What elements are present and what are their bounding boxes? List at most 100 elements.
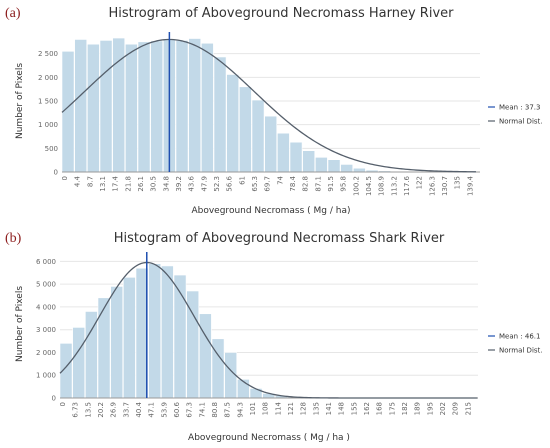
histogram-bar [148,263,162,399]
x-tick-label: 139.4 [466,175,474,196]
histogram-bar [340,164,354,173]
x-tick-label: 30.5 [150,176,158,192]
histogram-bar [277,132,290,173]
y-tick-label: 3 000 [36,326,56,334]
x-tick-label: 56.6 [226,175,234,191]
x-tick-label: 34.8 [162,176,170,192]
x-tick-label: 39.2 [175,176,183,192]
histogram-bar [226,74,240,173]
legend-normal-label: Normal Dist. [499,118,543,126]
y-axis-title: Number of Pixels [15,286,25,362]
histogram-bar [137,41,151,173]
histogram-bar [87,43,100,173]
x-tick-label: 47.1 [148,402,156,418]
x-tick-label: 67.3 [186,402,194,418]
histogram-bar [150,40,164,173]
histogram-bar [353,167,366,173]
histogram-bar [175,40,189,173]
x-tick-label: 117.6 [403,175,411,196]
x-tick-label: 43.6 [188,175,196,191]
x-tick-label: 40.4 [135,401,143,417]
chart-title: Histrogram of Aboveground Necromass Harn… [108,6,454,21]
x-tick-label: 26.1 [137,176,145,192]
x-tick-label: 80.8 [211,402,219,418]
x-tick-label: 126.3 [428,176,436,196]
histogram-bar [199,313,212,399]
x-tick-label: 69.7 [264,176,272,192]
x-axis-title: Aboveground Necromass ( Mg / ha ) [188,433,350,443]
y-tick-label: 500 [45,145,58,153]
legend-mean-label: Mean : 37.3 [499,104,540,112]
y-tick-label: 4 000 [36,303,56,311]
histogram-bar [249,388,263,399]
panel-label: (b) [5,231,22,246]
panel-label: (a) [5,6,21,21]
x-tick-label: 155 [350,402,358,415]
x-tick-label: 52.3 [213,176,221,192]
legend-mean-label: Mean : 46.1 [499,333,540,341]
x-tick-label: 135 [454,176,462,189]
x-tick-label: 189 [414,402,422,415]
x-tick-label: 108.9 [378,176,386,196]
x-tick-label: 21.8 [124,176,132,192]
x-tick-label: 33.7 [122,402,130,418]
y-tick-label: 1 000 [36,372,56,380]
histogram-bar [110,286,124,399]
x-tick-label: 8.7 [86,176,94,187]
x-tick-label: 202 [439,402,447,415]
y-tick-label: 5 000 [36,281,56,289]
normal-distribution-curve [61,38,476,173]
y-tick-label: 1 500 [38,98,58,106]
x-tick-label: 141 [325,402,333,415]
x-tick-label: 130.7 [441,176,449,196]
histogram-bar [74,39,88,173]
chart-title: Histogram of Aboveground Necromass Shark… [114,231,445,246]
histogram-bar [97,297,111,399]
x-tick-label: 87.1 [314,176,322,192]
x-tick-label: 104.5 [365,176,373,196]
x-tick-label: 94.3 [236,402,244,418]
x-tick-label: 78.4 [289,175,297,191]
x-tick-label: 101 [249,402,257,415]
histogram-bar [161,265,174,399]
x-tick-label: 13.5 [84,402,92,418]
x-tick-label: 20.2 [97,402,105,418]
histogram-bar [72,327,86,399]
x-tick-label: 17.4 [112,175,120,191]
x-tick-label: 182 [401,402,409,415]
y-axis-title: Number of Pixels [15,63,25,139]
y-tick-label: 0 [54,169,58,177]
x-tick-label: 82.8 [302,176,310,192]
x-tick-label: 6.73 [72,402,80,418]
x-tick-label: 148 [338,402,346,415]
x-tick-label: 47.9 [200,176,208,192]
histogram-bar [239,86,252,173]
histogram-bar [327,159,341,173]
harney-river-histogram: (a) Histrogram of Aboveground Necromass H… [5,6,543,216]
histogram-bar [251,99,265,173]
normal-distribution-curve [59,261,478,399]
y-tick-label: 2 000 [38,74,58,82]
histogram-bar [289,141,303,173]
x-tick-label: 95.8 [340,176,348,192]
histogram-bar [85,311,98,399]
x-tick-label: 74.1 [198,402,206,418]
x-tick-label: 108 [262,402,270,415]
x-tick-label: 114 [274,401,282,415]
histogram-bar [211,338,225,399]
x-tick-label: 162 [363,402,371,415]
legend-normal-label: Normal Dist. [499,347,543,355]
y-tick-label: 2 000 [36,349,56,357]
x-tick-label: 122 [416,176,424,189]
histogram-bar [125,43,138,173]
y-tick-label: 2 500 [38,50,58,58]
x-tick-label: 87.5 [224,402,232,418]
x-tick-label: 61 [238,176,246,185]
x-tick-label: 195 [426,402,434,415]
x-tick-label: 4.4 [74,175,82,187]
x-tick-label: 13.1 [99,176,107,192]
x-tick-label: 121 [287,402,295,415]
x-tick-label: 65.3 [251,176,259,192]
x-tick-label: 100.2 [352,176,360,196]
